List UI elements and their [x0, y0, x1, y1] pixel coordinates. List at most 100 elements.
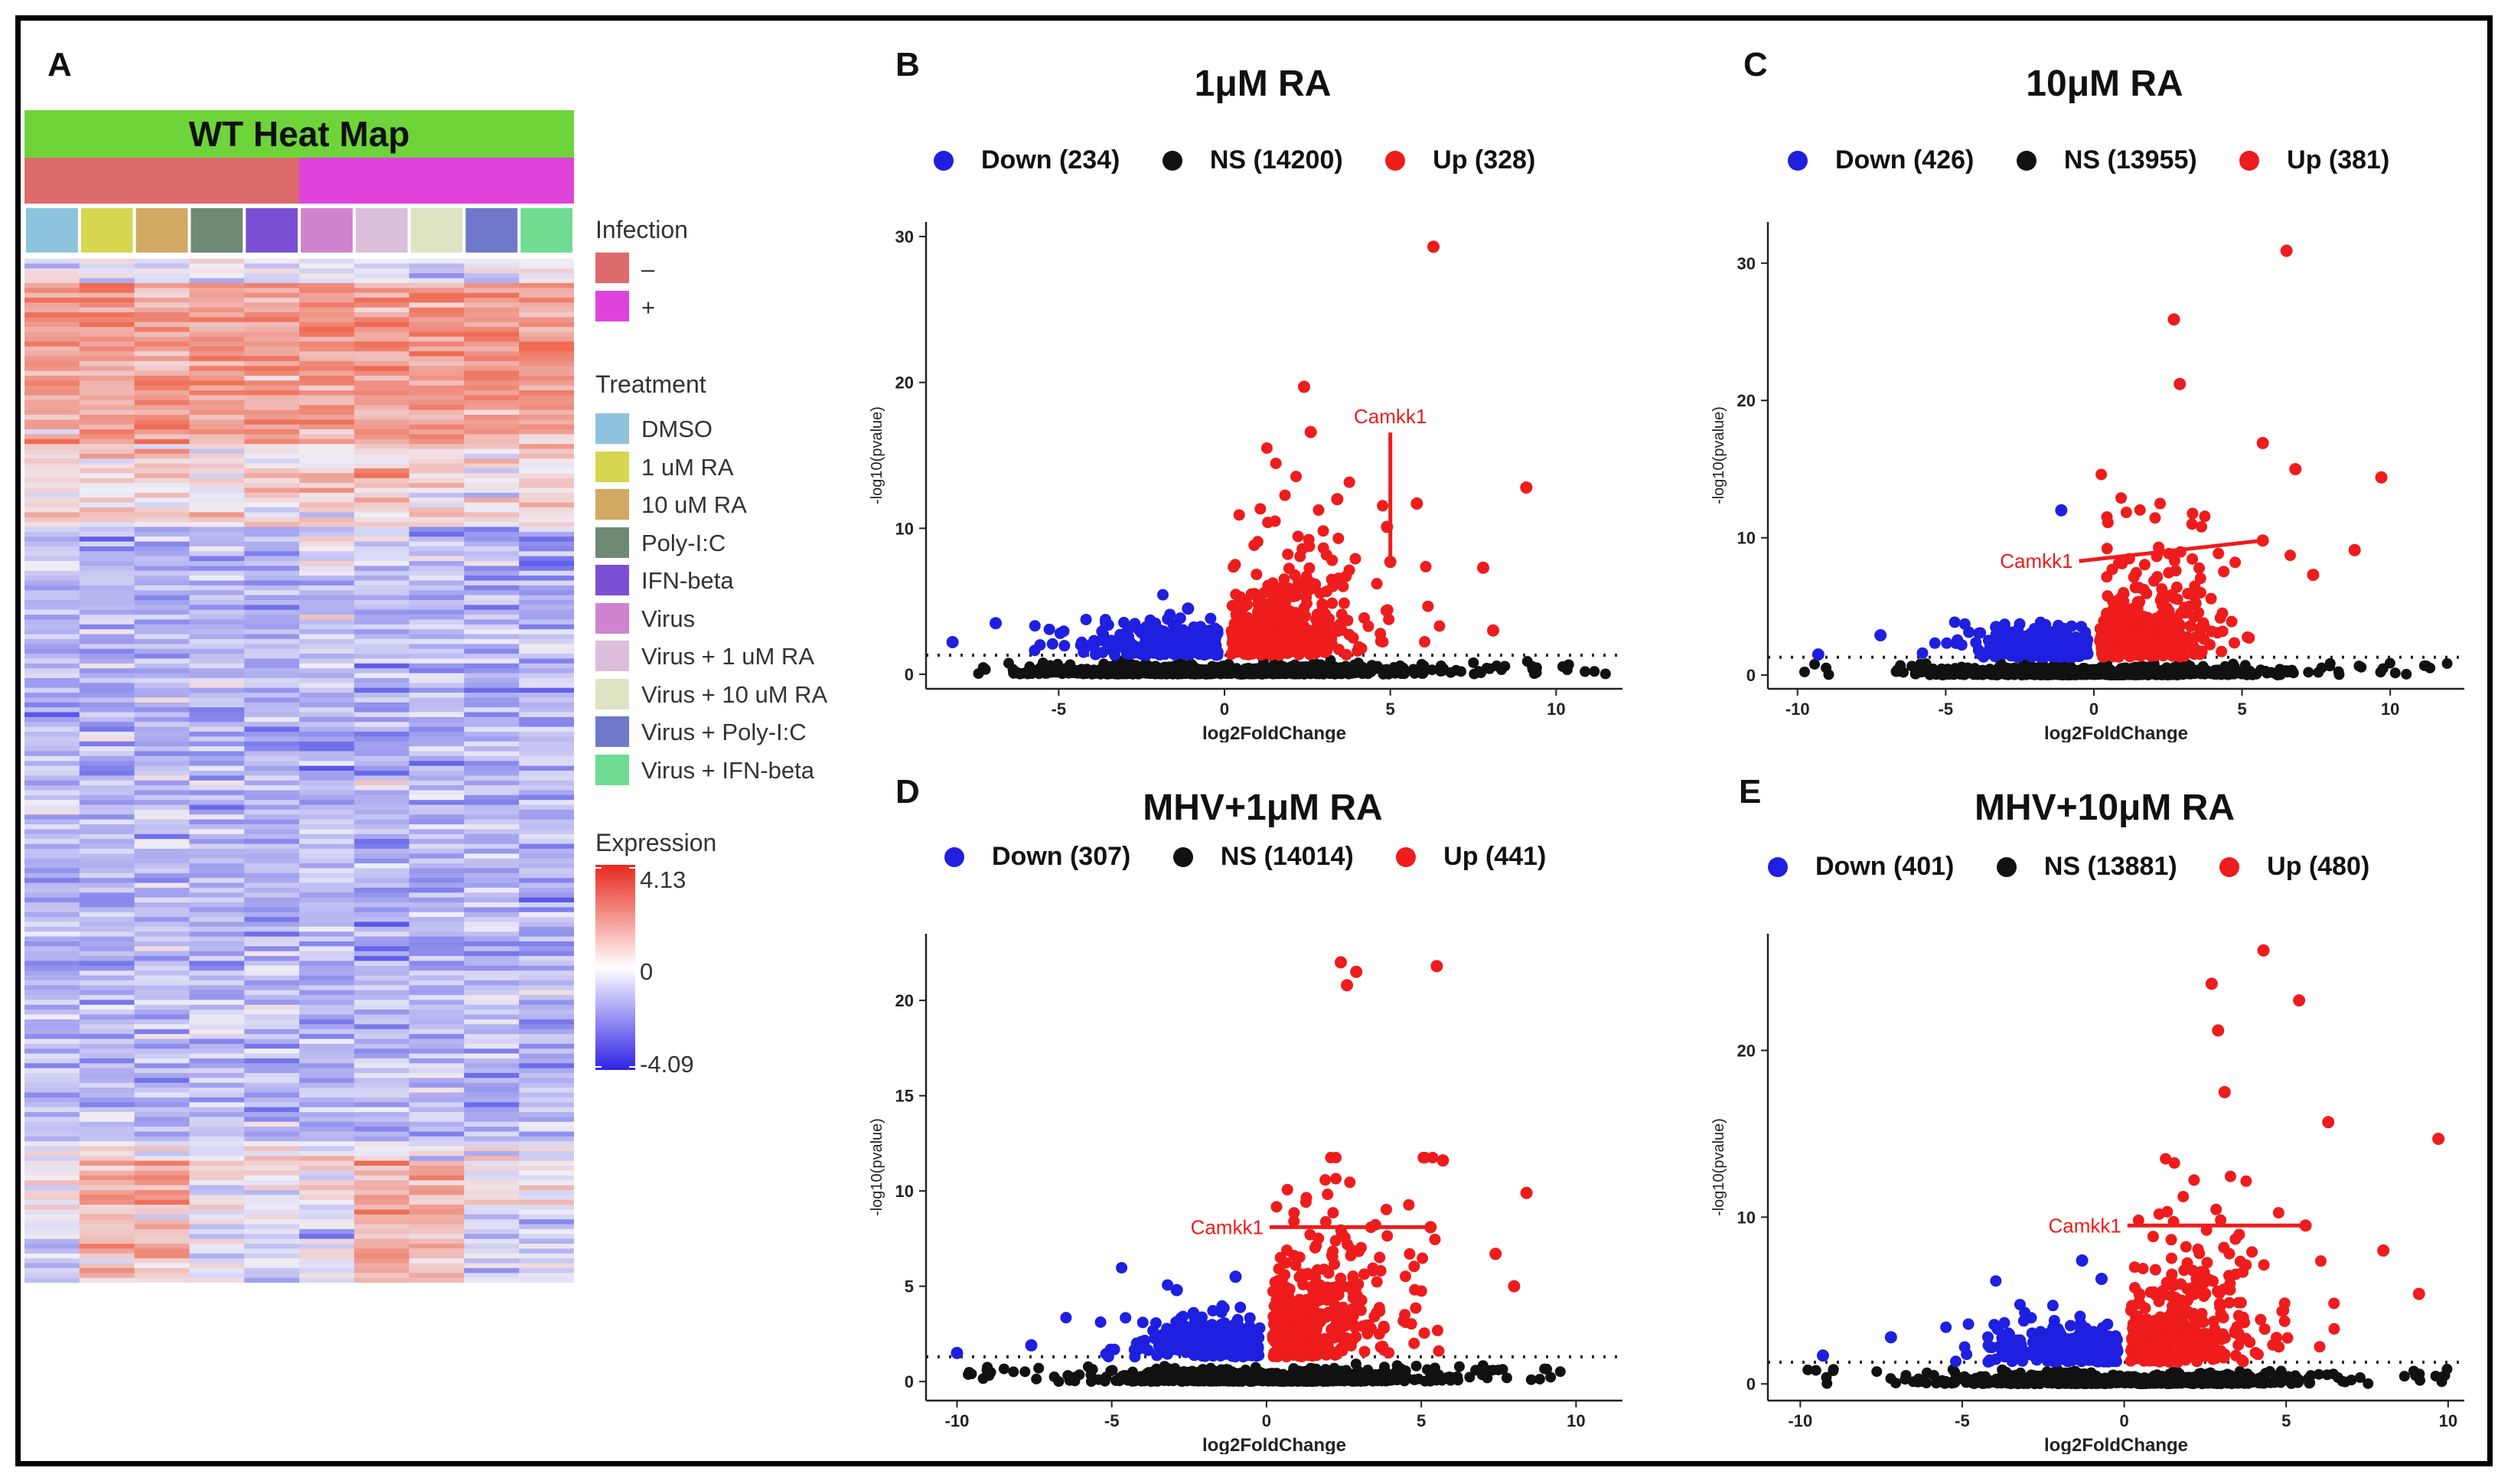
down-point — [1164, 608, 1176, 621]
ns-point — [1554, 1366, 1566, 1378]
panel-label-b: B — [895, 46, 920, 83]
down-point — [1211, 625, 1224, 637]
ns-point — [1109, 667, 1120, 678]
up-point — [2156, 583, 2168, 595]
up-point — [1327, 1281, 1339, 1293]
ns-point — [1122, 667, 1133, 678]
up-point — [1331, 493, 1344, 506]
up-point — [1274, 1304, 1286, 1316]
down-point — [1054, 627, 1066, 639]
y-tick-label: 20 — [1737, 391, 1756, 410]
ns-point — [1798, 666, 1810, 677]
ns-point — [1821, 662, 1832, 674]
down-point — [1207, 1324, 1219, 1336]
legend-up: Up (328) — [1385, 145, 1535, 175]
ns-point — [1008, 667, 1019, 679]
x-tick-label: 5 — [1386, 700, 1395, 719]
up-point — [2101, 543, 2113, 555]
expression-mid: 0 — [640, 958, 654, 985]
ns-point — [1216, 667, 1228, 679]
up-point — [1304, 1228, 1316, 1241]
treatment-annotation-cell — [301, 208, 353, 253]
down-point — [1812, 648, 1825, 661]
gene-annotation: Camkk1 — [1191, 1215, 1437, 1238]
ns-point — [1539, 1363, 1551, 1375]
figure-frame — [15, 15, 2493, 1466]
up-point — [1418, 1327, 1430, 1339]
up-point — [1422, 600, 1434, 612]
up-point — [1508, 1280, 1521, 1293]
up-point — [1334, 956, 1347, 969]
up-point — [1298, 380, 1310, 393]
legend-ns: NS (14014) — [1172, 842, 1354, 872]
ns-point — [1003, 657, 1014, 669]
legend-ns: NS (13955) — [2016, 145, 2197, 175]
y-tick-label: 20 — [895, 373, 914, 393]
ns-point — [1019, 1366, 1031, 1378]
down-point — [2026, 651, 2038, 663]
up-point — [1436, 1154, 1450, 1167]
up-point — [1433, 620, 1446, 632]
up-point — [1278, 573, 1290, 585]
up-point — [2157, 614, 2170, 626]
up-point — [2307, 569, 2320, 582]
down-point — [2005, 650, 2017, 662]
treatment-legend-label: DMSO — [641, 416, 713, 442]
gene-annotation: Camkk1 — [2000, 534, 2269, 572]
ns-point — [1107, 1365, 1118, 1376]
up-point — [1297, 1278, 1309, 1290]
up-point — [1317, 542, 1329, 554]
up-point — [1283, 563, 1295, 575]
up-point — [1380, 1203, 1392, 1215]
up-point — [1315, 1344, 1327, 1356]
panel-b-legend: Down (234) NS (14200) Up (328) — [934, 145, 1570, 178]
treatment-legend-label: Virus + 1 uM RA — [641, 643, 814, 670]
up-point — [1430, 960, 1443, 973]
down-point — [1247, 1344, 1259, 1356]
infection-annotation-cell — [354, 158, 410, 204]
down-point — [1189, 1326, 1202, 1338]
up-point — [1260, 442, 1273, 454]
up-point — [2177, 631, 2190, 644]
down-point — [1990, 621, 2003, 634]
ns-point — [1388, 661, 1400, 673]
volcano-plot-d: -10 -5 0 5 1005101520log2FoldChange-log10(pv… — [869, 934, 1622, 1454]
up-point — [1246, 639, 1258, 651]
ns-point — [2418, 660, 2430, 671]
legend-down-label: Down (426) — [1835, 145, 1975, 174]
down-point — [1219, 1332, 1231, 1345]
ns-point — [1314, 668, 1326, 680]
ns-point — [1421, 1364, 1433, 1375]
down-point — [1234, 1301, 1247, 1313]
ns-point — [1456, 666, 1467, 677]
ns-point — [2313, 667, 2324, 678]
up-point — [1228, 643, 1240, 655]
up-point — [2196, 646, 2208, 658]
up-point — [1282, 548, 1294, 560]
up-point — [1326, 573, 1338, 585]
x-axis-label: log2FoldChange — [2044, 723, 2188, 742]
up-point — [1228, 561, 1240, 573]
ns-point — [1346, 667, 1358, 679]
ns-point — [1984, 666, 1996, 677]
up-point — [1230, 589, 1242, 601]
down-point — [1188, 1306, 1200, 1319]
up-point — [1288, 1215, 1300, 1228]
up-point — [1313, 504, 1325, 516]
up-point — [2226, 615, 2238, 628]
down-point — [1156, 1333, 1168, 1345]
ns-point — [966, 1368, 977, 1380]
y-tick-label: 0 — [1746, 666, 1756, 685]
up-point — [1380, 605, 1392, 617]
up-point — [1343, 564, 1355, 576]
up-point — [1306, 1350, 1319, 1362]
down-point — [1046, 638, 1058, 650]
volcano-plot-c: -10 -5 0 5 100102030log2FoldChange-log10(pva… — [1710, 222, 2464, 742]
up-point — [1489, 1248, 1502, 1261]
up-point — [1226, 599, 1238, 612]
ns-point — [1305, 664, 1316, 675]
up-point — [2156, 599, 2168, 612]
ns-point — [1185, 658, 1197, 670]
up-point — [1374, 1251, 1386, 1264]
